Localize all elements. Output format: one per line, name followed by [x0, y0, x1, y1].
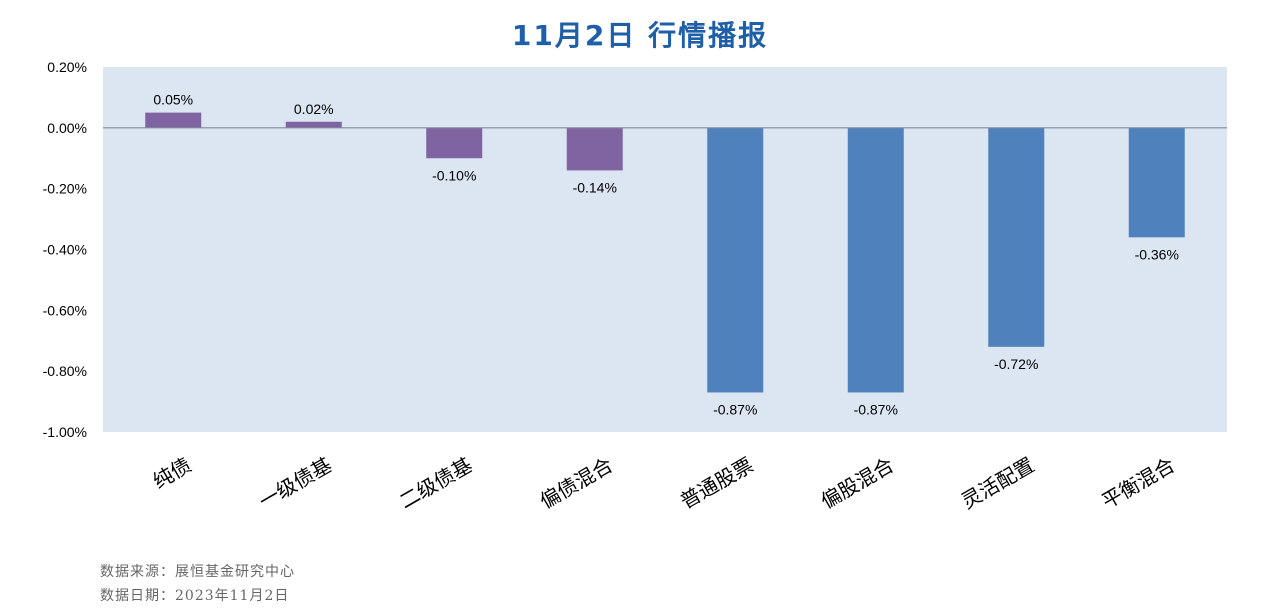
x-category-label: 普通股票 — [676, 453, 757, 514]
bar-8 — [1128, 127, 1185, 238]
y-tick-label: 0.00% — [47, 120, 87, 136]
bar-6 — [847, 127, 904, 393]
data-label: -0.10% — [432, 167, 476, 183]
bar-3 — [426, 127, 483, 159]
data-date-note: 数据日期：2023年11月2日 — [100, 588, 290, 604]
x-category-label: 一级债基 — [255, 453, 336, 514]
x-category-label: 平衡混合 — [1098, 453, 1179, 514]
data-label: -0.87% — [854, 401, 898, 417]
data-label: -0.72% — [994, 356, 1038, 372]
chart-title: 11月2日 行情播报 — [511, 19, 769, 52]
bar-7 — [988, 127, 1045, 347]
y-tick-label: -0.40% — [43, 242, 87, 258]
data-source-note: 数据来源：展恒基金研究中心 — [100, 564, 295, 580]
y-tick-label: 0.20% — [47, 59, 87, 75]
data-label: 0.05% — [153, 92, 193, 108]
x-category-label: 纯债 — [149, 453, 196, 494]
x-category-label: 灵活配置 — [957, 453, 1038, 514]
y-tick-label: -0.80% — [43, 363, 87, 379]
x-category-label: 二级债基 — [395, 453, 476, 514]
x-category-label: 偏股混合 — [817, 453, 898, 514]
bar-2 — [285, 121, 342, 128]
bar-4 — [566, 127, 623, 171]
y-tick-label: -0.20% — [43, 181, 87, 197]
data-label: -0.14% — [573, 179, 617, 195]
bar-5 — [707, 127, 764, 393]
y-tick-label: -1.00% — [43, 424, 87, 440]
x-category-label: 偏债混合 — [536, 453, 617, 514]
data-label: -0.36% — [1135, 246, 1179, 262]
plot-area — [103, 67, 1227, 432]
data-label: -0.87% — [713, 401, 757, 417]
y-tick-label: -0.60% — [43, 302, 87, 318]
bar-1 — [145, 112, 202, 128]
data-label: 0.02% — [294, 101, 334, 117]
